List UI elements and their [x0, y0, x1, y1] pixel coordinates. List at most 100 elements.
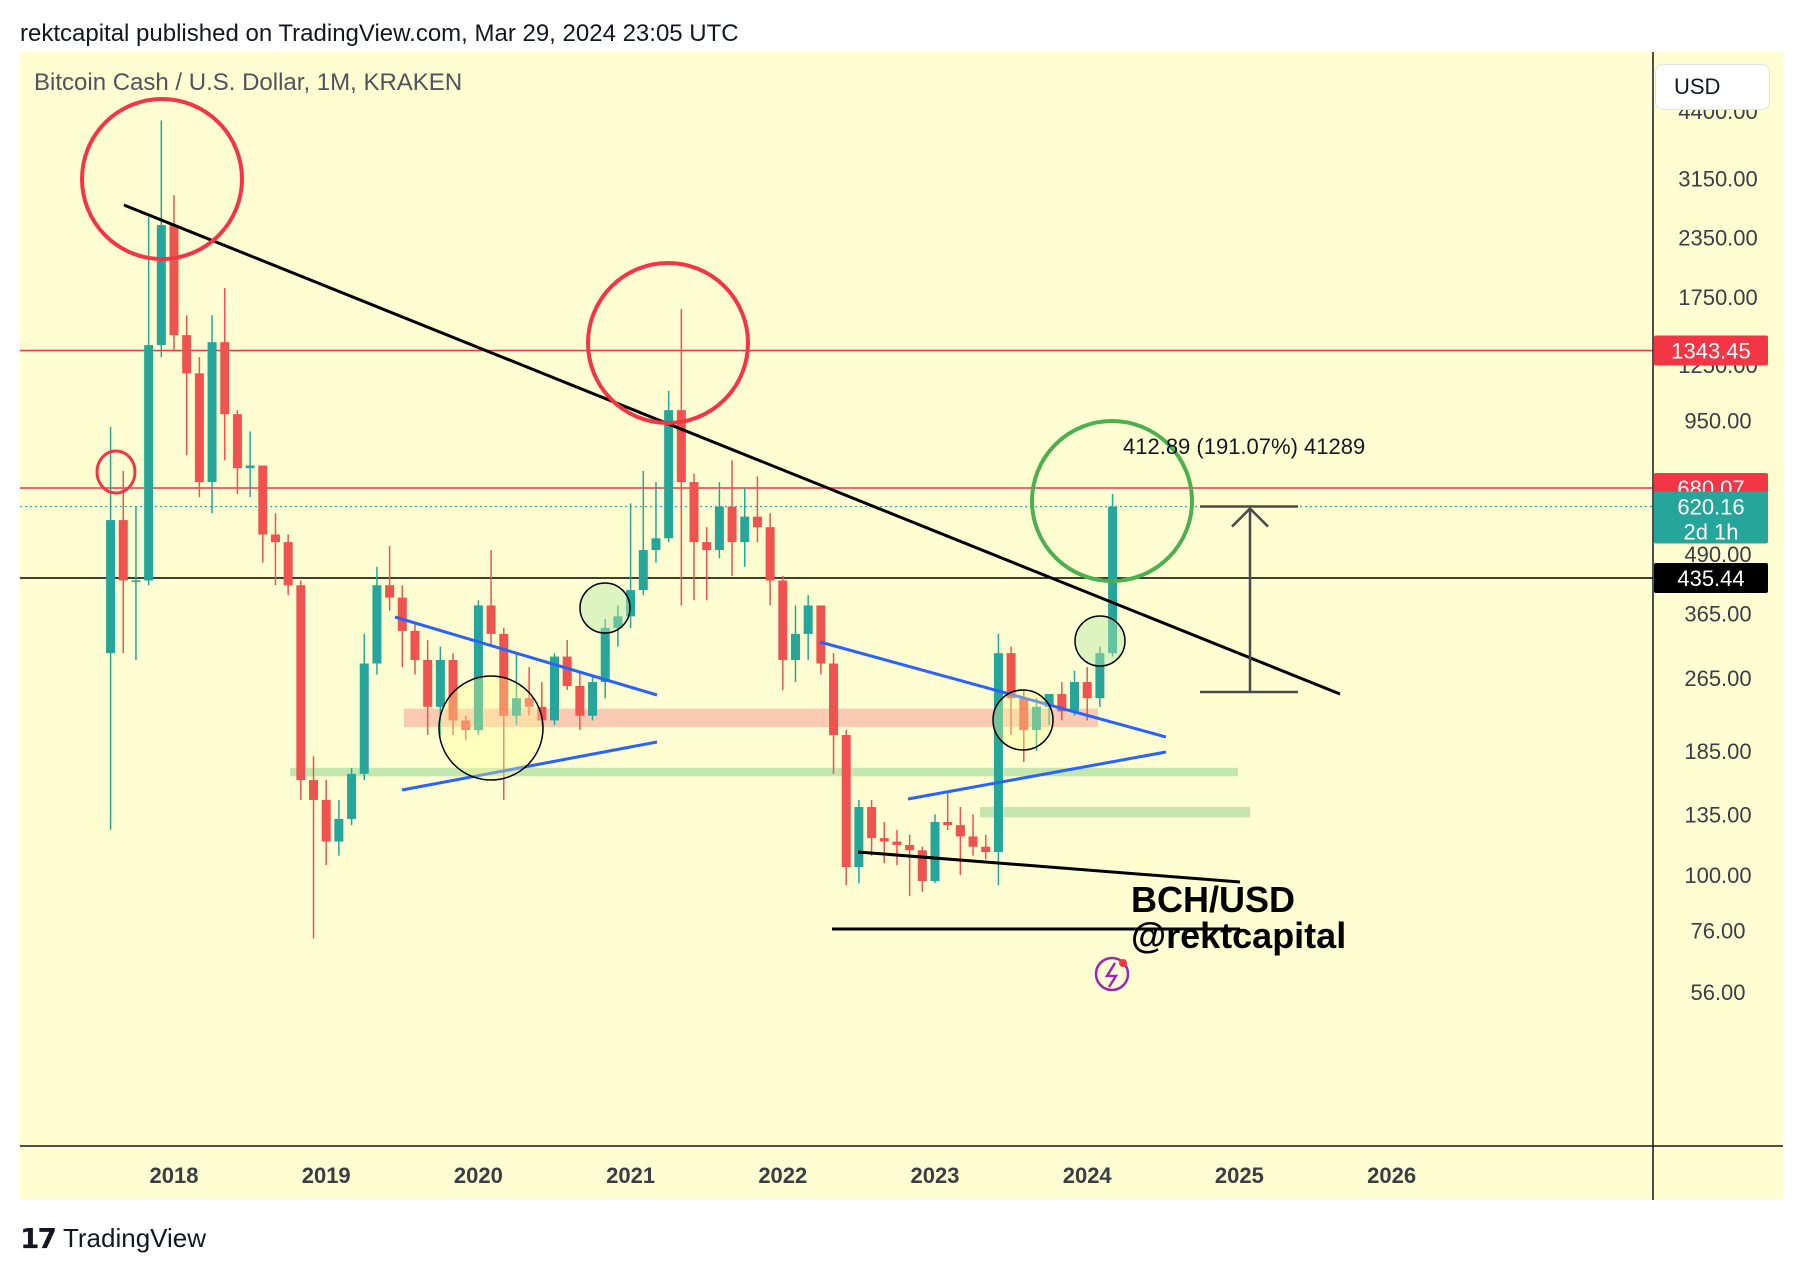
candle-body	[194, 373, 204, 483]
price-label-bg	[1654, 335, 1768, 366]
candle-body	[232, 414, 242, 469]
price-scale-background	[1653, 52, 1783, 1200]
price-label-bg	[1654, 491, 1768, 544]
candle-body	[270, 534, 280, 543]
price-label-countdown: 2d 1h	[1683, 520, 1738, 545]
lightning-icon	[1094, 956, 1130, 992]
candle-body	[790, 633, 800, 661]
support-zone-green-upper	[290, 767, 1238, 777]
chart[interactable]: 412.89 (191.07%) 41289 BCH/USD@rektcapita…	[20, 52, 1783, 1200]
candle-body	[714, 506, 724, 551]
candle-body	[613, 616, 623, 628]
breakout-mark-2017	[95, 449, 137, 495]
candle-body	[410, 630, 420, 661]
candle-body	[993, 653, 1003, 853]
price-label-bg	[1654, 562, 1768, 593]
downtrend-line	[123, 203, 1341, 696]
candle-body	[144, 345, 154, 581]
triangle-2019-lower	[401, 740, 658, 792]
price-label-text: 1343.45	[1671, 339, 1751, 364]
y-tick-label: 1750.00	[1678, 285, 1758, 310]
measure-arrow	[1231, 506, 1269, 528]
breakout-circle-2024-small	[1074, 615, 1126, 667]
y-tick-label: 365.00	[1684, 602, 1751, 627]
candle-body	[600, 627, 610, 683]
candle-body	[626, 590, 636, 617]
candle-body	[1070, 682, 1080, 712]
candle-body	[359, 663, 369, 774]
candle-body	[1031, 706, 1041, 731]
candle-body	[397, 597, 407, 631]
y-tick-label: 100.00	[1684, 863, 1751, 888]
candle-body	[296, 585, 306, 781]
candle-body	[1057, 694, 1067, 712]
candle-body	[511, 698, 521, 716]
retest-circle-2020	[438, 675, 544, 781]
chart-title: Bitcoin Cash / U.S. Dollar, 1M, KRAKEN	[34, 69, 462, 96]
x-tick-label: 2023	[911, 1163, 960, 1188]
candle-body	[829, 663, 839, 736]
price-label-text: 435.44	[1677, 566, 1744, 591]
candle-body	[955, 825, 965, 837]
candle-body	[816, 605, 826, 664]
triangle-2022-lower	[907, 750, 1167, 801]
candle-body	[156, 225, 166, 346]
tradingview-brand: TradingView	[62, 1223, 207, 1253]
candle-body	[258, 465, 268, 535]
lightning-bolt-icon	[1104, 962, 1119, 988]
x-tick-label: 2025	[1215, 1163, 1264, 1188]
y-tick-label: 265.00	[1684, 666, 1751, 691]
candle-body	[689, 482, 699, 543]
candle-body	[1082, 682, 1092, 699]
candle-body	[752, 516, 762, 528]
candle-body	[651, 538, 661, 551]
currency-button[interactable]: USD	[1655, 64, 1770, 110]
y-tick-label: 56.00	[1690, 980, 1745, 1005]
candle-body	[575, 685, 585, 716]
candle-body	[1019, 698, 1029, 731]
candle-body	[664, 410, 674, 539]
watermark-pair: BCH/USD	[1131, 879, 1295, 920]
candle-body	[106, 520, 116, 654]
candle-body	[423, 660, 433, 707]
candle-body	[917, 850, 927, 882]
candle-body	[131, 580, 141, 582]
candle-body	[1095, 653, 1105, 699]
tradingview-footer: 17 TradingView	[20, 1222, 206, 1255]
candle-body	[854, 807, 864, 868]
candle-body	[803, 605, 813, 634]
x-tick-label: 2020	[454, 1163, 503, 1188]
triangle-2019-upper	[394, 615, 658, 697]
candle-body	[727, 506, 737, 543]
candles	[106, 120, 1118, 939]
triangle-2022-upper	[819, 640, 1167, 739]
candle-body	[550, 656, 559, 721]
x-tick-label: 2022	[758, 1163, 807, 1188]
x-tick-label: 2018	[150, 1163, 199, 1188]
candle-body	[321, 799, 331, 842]
tradingview-logo-icon: 17	[20, 1222, 57, 1255]
candle-body	[207, 342, 217, 483]
price-axis: 4400.003150.002350.001750.001250.00950.0…	[1678, 99, 1758, 1005]
support-zone-green-lower	[980, 807, 1250, 818]
watermark-author: @rektcapital	[1131, 915, 1346, 956]
chart-background	[20, 52, 1783, 1200]
range-top-line	[857, 850, 1241, 884]
candle-body	[981, 846, 991, 853]
candle-body	[892, 841, 902, 845]
candle-body	[524, 698, 534, 707]
x-tick-label: 2024	[1063, 1163, 1113, 1188]
candle-body	[778, 580, 788, 661]
candle-body	[943, 821, 953, 826]
candle-body	[486, 605, 496, 634]
notification-dot-icon	[1119, 959, 1127, 967]
top-circle-2017	[80, 97, 244, 261]
candle-body	[347, 773, 357, 819]
candle-body	[676, 410, 686, 483]
candle-body	[638, 550, 648, 591]
candle-body	[220, 342, 230, 415]
y-tick-label: 135.00	[1684, 802, 1751, 827]
candle-body	[473, 605, 483, 731]
y-tick-label: 950.00	[1684, 408, 1751, 433]
candle-body	[118, 520, 128, 581]
